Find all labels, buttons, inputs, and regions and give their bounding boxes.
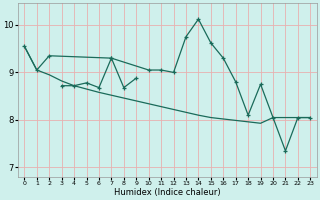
X-axis label: Humidex (Indice chaleur): Humidex (Indice chaleur) — [114, 188, 221, 197]
